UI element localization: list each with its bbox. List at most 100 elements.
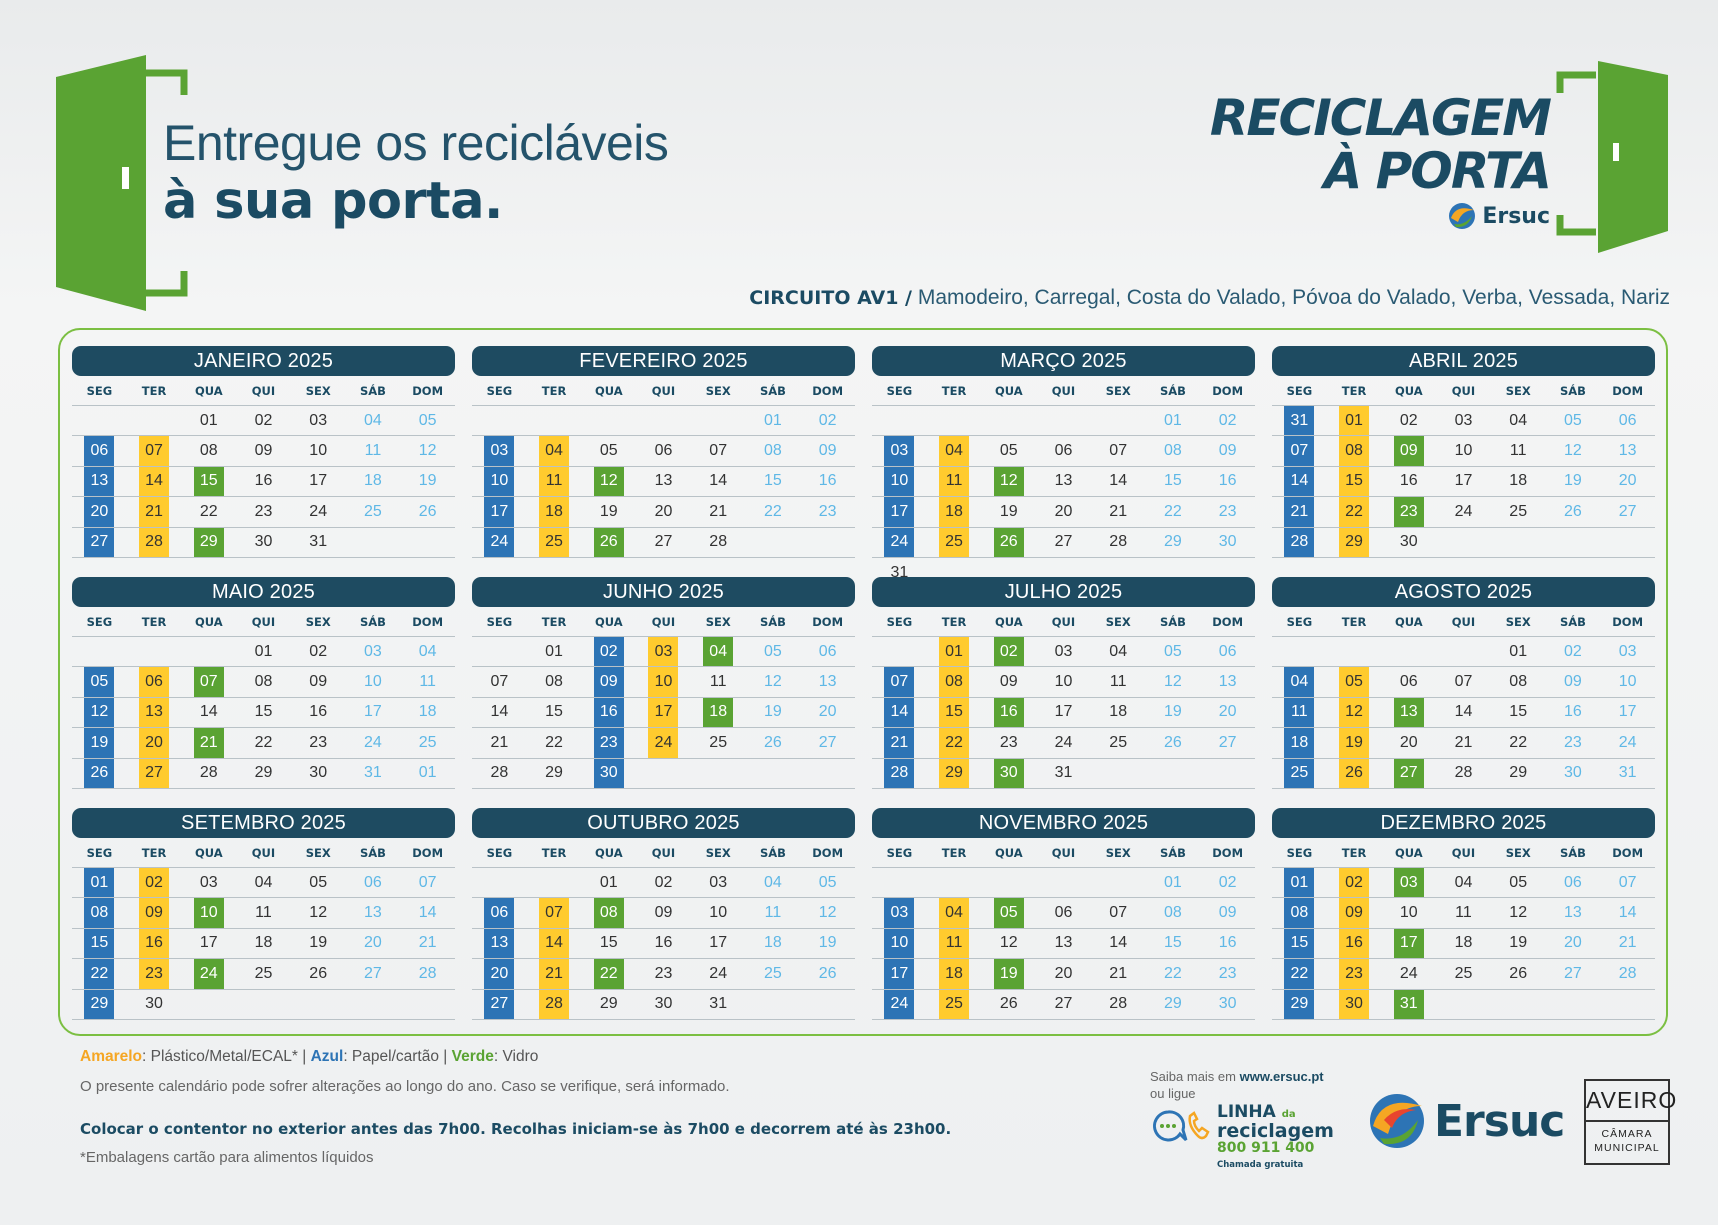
day-cell: 24 — [1600, 728, 1655, 757]
day-number: 26 — [993, 527, 1024, 557]
day-cell: 10 — [872, 928, 927, 959]
weekday-header: SEG TER QUA QUI SEX SÁB DOM — [1272, 376, 1655, 406]
day-number: 09 — [1393, 436, 1424, 466]
day-number: 22 — [545, 733, 563, 751]
day-cell: 19 — [981, 497, 1036, 526]
day-cell: 31 — [1600, 759, 1655, 788]
day-number: 25 — [1109, 733, 1128, 751]
day-cell: 13 — [1036, 467, 1091, 496]
empty-cell — [636, 759, 691, 788]
day-number: 19 — [999, 502, 1018, 520]
day-cell: 19 — [1491, 929, 1546, 958]
phone-number[interactable]: 800 911 400 — [1217, 1140, 1315, 1156]
day-cell: 09 — [1200, 898, 1255, 927]
day-cell: 18 — [400, 698, 455, 727]
day-number: 30 — [145, 995, 163, 1013]
day-cell: 16 — [127, 928, 182, 959]
day-cell: 05 — [1146, 637, 1201, 666]
day-number: 04 — [939, 436, 970, 466]
day-cell: 05 — [800, 868, 855, 897]
day-cell: 30 — [291, 759, 346, 788]
day-cell: 22 — [1146, 497, 1201, 526]
day-number: 19 — [1339, 728, 1370, 758]
day-number: 27 — [364, 964, 382, 982]
week-row: 06 07 08 09 10 11 12 — [72, 436, 455, 467]
weekday-label: SÁB — [1159, 383, 1186, 398]
day-number: 15 — [545, 703, 563, 721]
day-cell: 27 — [1036, 528, 1091, 557]
day-cell: 07 — [872, 667, 927, 697]
day-number: 11 — [364, 442, 382, 460]
weekday-label: SEG — [886, 845, 913, 860]
day-number: 05 — [1509, 873, 1528, 891]
day-cell: 01 — [236, 637, 291, 666]
day-cell: 05 — [581, 436, 636, 465]
day-number: 14 — [418, 904, 437, 922]
weekday-label: SEX — [305, 383, 331, 398]
weekday-header: SEG TER QUA QUI SEX SÁB DOM — [872, 376, 1255, 406]
day-number: 13 — [1218, 673, 1237, 691]
legend-green-label: Verde — [451, 1048, 494, 1065]
day-cell: 09 — [1381, 436, 1436, 466]
day-number: 14 — [709, 472, 728, 490]
week-row: 01 02 03 04 05 — [472, 868, 855, 899]
day-cell: 25 — [236, 959, 291, 988]
day-cell: 13 — [1381, 697, 1436, 728]
day-number: 31 — [309, 533, 328, 551]
change-notice: O presente calendário pode sofrer altera… — [80, 1078, 730, 1095]
day-number: 07 — [1284, 436, 1315, 466]
day-cell: 15 — [581, 929, 636, 958]
day-cell: 23 — [1546, 728, 1601, 757]
day-number: 21 — [1109, 964, 1128, 982]
day-cell: 10 — [346, 667, 401, 696]
day-number: 01 — [1164, 411, 1182, 429]
day-cell: 10 — [872, 466, 927, 497]
day-number: 09 — [1564, 673, 1582, 691]
weekday-label: DOM — [412, 383, 444, 398]
day-cell: 07 — [472, 667, 527, 696]
day-number: 14 — [1109, 472, 1128, 490]
day-number: 08 — [1284, 898, 1315, 928]
weekday-label: TER — [541, 614, 567, 629]
month-calendar: JULHO 2025 SEG TER QUA QUI SEX SÁB DOM 01 02 03 04 0… — [872, 577, 1255, 789]
week-row: 01 02 — [472, 406, 855, 437]
month-calendar: SETEMBRO 2025 SEG TER QUA QUI SEX SÁB DOM 01 02 03… — [72, 808, 455, 1020]
day-cell: 05 — [72, 667, 127, 697]
calendar-frame — [58, 328, 1668, 1036]
day-cell: 17 — [1436, 467, 1491, 496]
day-number: 30 — [254, 533, 273, 551]
day-cell: 28 — [527, 989, 582, 1019]
day-cell: 08 — [581, 898, 636, 928]
weekday-label: QUA — [194, 845, 223, 860]
day-number: 21 — [1618, 934, 1637, 952]
day-cell: 11 — [691, 667, 746, 696]
day-number: 24 — [484, 527, 515, 557]
day-cell: 15 — [181, 466, 236, 497]
day-cell: 24 — [1381, 959, 1436, 988]
day-cell: 21 — [872, 728, 927, 758]
day-number: 14 — [884, 697, 915, 728]
weekday-label: QUI — [251, 845, 276, 860]
day-cell: 11 — [927, 466, 982, 497]
day-cell: 04 — [927, 898, 982, 928]
day-number: 03 — [1454, 411, 1473, 429]
day-cell: 10 — [636, 667, 691, 697]
day-number: 14 — [1618, 904, 1637, 922]
day-number: 18 — [364, 472, 382, 490]
day-cell: 28 — [691, 528, 746, 557]
week-row: 01 02 03 04 05 — [72, 406, 455, 437]
website-link[interactable]: www.ersuc.pt — [1239, 1069, 1324, 1084]
empty-cell — [346, 528, 401, 557]
day-number: 15 — [84, 928, 115, 959]
day-cell: 20 — [636, 497, 691, 526]
day-number: 12 — [593, 466, 624, 497]
day-cell: 27 — [1381, 758, 1436, 788]
weekday-label: DOM — [812, 845, 844, 860]
day-cell: 10 — [291, 436, 346, 465]
day-number: 24 — [1399, 964, 1418, 982]
day-number: 31 — [709, 995, 728, 1013]
day-number: 07 — [1109, 442, 1128, 460]
day-cell: 27 — [1600, 497, 1655, 526]
day-cell: 07 — [1091, 898, 1146, 927]
day-number: 07 — [1618, 873, 1637, 891]
